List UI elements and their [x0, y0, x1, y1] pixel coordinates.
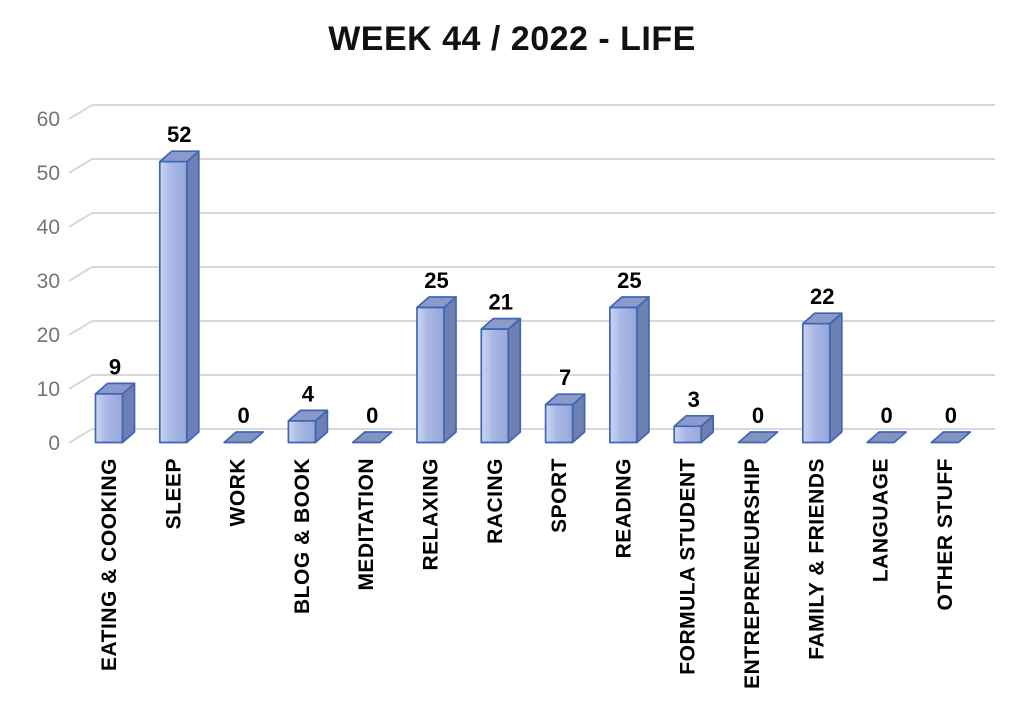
- value-label-sleep: 52: [167, 122, 191, 147]
- bar-sleep: [158, 160, 188, 444]
- bar-other-stuff: [930, 431, 972, 444]
- bar-work: [223, 431, 264, 444]
- value-label-formula-student: 3: [688, 387, 700, 412]
- value-label-relaxing: 25: [424, 268, 448, 293]
- x-axis-label-blog-book: BLOG & BOOK: [291, 458, 314, 614]
- y-axis-tick-label: 40: [37, 216, 60, 239]
- x-axis-label-language: LANGUAGE: [870, 458, 893, 582]
- y-axis-tick-label: 20: [37, 324, 60, 347]
- x-axis-label-racing: RACING: [484, 458, 507, 544]
- bar-reading: [609, 306, 638, 444]
- value-label-sport: 7: [559, 365, 571, 390]
- bar-language: [866, 431, 907, 444]
- bar-side-face-racing: [507, 317, 522, 444]
- x-axis-label-eating-cooking: EATING & COOKING: [98, 458, 121, 671]
- y-axis-tick-label: 30: [37, 270, 60, 293]
- gridline-tail: [68, 374, 93, 390]
- value-label-family-friends: 22: [810, 284, 834, 309]
- x-axis-label-reading: READING: [612, 458, 635, 558]
- x-axis-label-family-friends: FAMILY & FRIENDS: [805, 458, 828, 660]
- x-axis-label-sleep: SLEEP: [162, 458, 185, 529]
- gridline-tail: [68, 266, 93, 282]
- x-axis-label-entrepreneurship: ENTREPRENEURSHIP: [741, 458, 764, 689]
- gridline-tail: [68, 212, 93, 228]
- bar-blog-book: [287, 420, 317, 444]
- value-label-racing: 21: [489, 290, 513, 315]
- bar-relaxing: [416, 306, 445, 444]
- value-label-language: 0: [880, 403, 892, 428]
- bar-family-friends: [801, 322, 831, 444]
- gridline-tail: [68, 428, 93, 444]
- value-label-reading: 25: [617, 268, 641, 293]
- bar-side-face-family-friends: [828, 312, 843, 444]
- value-label-blog-book: 4: [302, 381, 315, 406]
- bar-side-face-relaxing: [443, 296, 457, 444]
- y-axis-tick-label: 10: [37, 378, 60, 401]
- value-label-other-stuff: 0: [945, 403, 957, 428]
- bar-eating-cooking: [94, 393, 124, 444]
- x-axis-label-meditation: MEDITATION: [355, 458, 378, 591]
- gridlines-group: [68, 104, 995, 444]
- y-axis-tick-label: 0: [48, 432, 60, 455]
- x-axis-label-sport: SPORT: [548, 458, 571, 533]
- bar-entrepreneurship: [737, 431, 779, 444]
- y-axis-tick-label: 50: [37, 162, 60, 185]
- y-axis-tick-label: 60: [37, 108, 60, 131]
- x-axis-label-work: WORK: [227, 458, 250, 527]
- bar-sport: [544, 403, 574, 444]
- bar-formula-student: [673, 425, 703, 444]
- bar-racing: [480, 328, 510, 444]
- x-axis-label-formula-student: FORMULA STUDENT: [677, 458, 700, 675]
- value-label-meditation: 0: [366, 403, 378, 428]
- bars-group: [94, 150, 972, 444]
- x-axis-label-relaxing: RELAXING: [420, 458, 443, 571]
- gridline-tail: [68, 320, 93, 336]
- value-label-work: 0: [237, 403, 249, 428]
- bar-meditation: [351, 431, 393, 444]
- gridline-tail: [68, 158, 93, 174]
- value-label-eating-cooking: 9: [109, 354, 121, 379]
- bar-side-face-sleep: [185, 150, 200, 444]
- gridline-tail: [68, 104, 93, 120]
- value-label-entrepreneurship: 0: [752, 403, 764, 428]
- chart-title: WEEK 44 / 2022 - LIFE: [328, 20, 696, 58]
- x-axis-label-other-stuff: OTHER STUFF: [934, 458, 957, 611]
- bar-side-face-reading: [636, 296, 650, 444]
